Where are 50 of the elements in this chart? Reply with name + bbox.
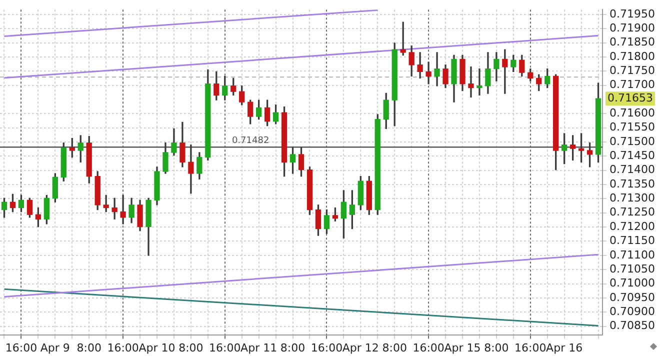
x-tick-label: Apr 15 (444, 341, 481, 354)
y-tick-label: 0.71250 (610, 206, 656, 219)
y-tick-label: 0.70850 (610, 319, 656, 332)
y-tick-label: 0.71000 (610, 276, 656, 290)
x-tick-label: Apr 11 (240, 341, 278, 354)
y-tick-label: 0.71100 (610, 248, 656, 262)
x-tick-label: 8:00 (178, 341, 204, 354)
candlestick (120, 194, 126, 224)
text: 0.71653 (608, 91, 654, 104)
candlestick (188, 144, 194, 194)
x-tick-label: 8:00 (484, 341, 509, 354)
x-tick-label: 16:00 (209, 341, 241, 354)
x-tick-label: 8:00 (280, 341, 306, 354)
y-tick-label: 0.71600 (610, 106, 656, 120)
y-tick-label: 0.71900 (610, 21, 656, 34)
y-tick-label: 0.71800 (610, 50, 656, 63)
y-tick-label: 0.71500 (610, 134, 656, 148)
y-tick-label: 0.71400 (610, 163, 656, 176)
x-tick-label: 8:00 (76, 341, 102, 354)
y-tick-label: 0.71300 (610, 192, 656, 205)
x-tick-label: 16:00 (107, 341, 139, 354)
x-tick-label: 16:00 (514, 341, 546, 354)
candlestick (103, 194, 109, 212)
x-tick-label: Apr 10 (138, 341, 176, 354)
x-tick-label: 8:00 (382, 341, 407, 354)
y-tick-label: 0.71850 (610, 36, 656, 49)
y-tick-label: 0.71700 (610, 78, 656, 92)
candlestick (112, 198, 118, 220)
candlestick (426, 62, 432, 84)
x-tick-label: 16:00 (5, 341, 38, 354)
candlestick (476, 68, 482, 96)
candlestick (468, 66, 474, 98)
x-tick-label: Apr 9 (40, 341, 70, 354)
x-tick-label: Apr 16 (546, 341, 583, 354)
y-tick-label: 0.71950 (610, 7, 656, 20)
y-tick-label: 0.71200 (610, 220, 656, 233)
x-tick-label: 16:00 (310, 341, 343, 354)
candlestick (502, 49, 508, 94)
y-tick-label: 0.71150 (610, 234, 656, 248)
y-tick-label: 0.70950 (610, 290, 656, 304)
y-tick-label: 0.70900 (610, 304, 656, 318)
y-tick-label: 0.71450 (610, 149, 656, 162)
y-tick-label: 0.71050 (610, 262, 656, 276)
y-tick-label: 0.71550 (610, 120, 656, 134)
x-tick-label: 16:00 (412, 341, 444, 354)
y-tick-label: 0.71750 (610, 64, 656, 77)
ref-line-label: 0.71482 (232, 136, 270, 146)
x-tick-label: Apr 12 (342, 341, 379, 354)
y-tick-label: 0.71350 (610, 177, 656, 190)
candlestick (434, 52, 440, 86)
